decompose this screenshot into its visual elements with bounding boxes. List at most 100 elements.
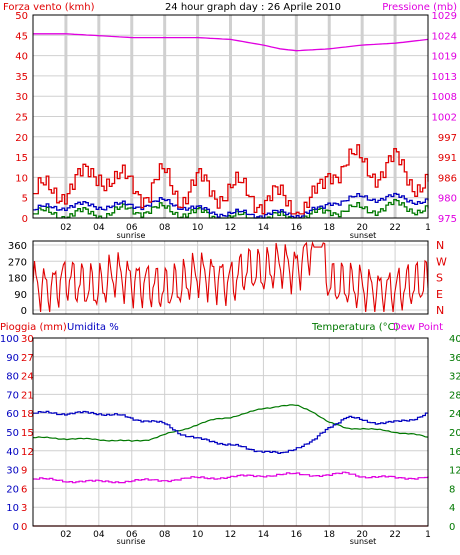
pressure-tick: 1013 xyxy=(432,72,457,83)
top-hour-tick: 14 xyxy=(258,223,270,233)
rain-tick: 15 xyxy=(21,428,34,439)
temp-tick: 16 xyxy=(449,447,460,458)
temp-axis-title: Temperatura (°C) xyxy=(311,322,399,333)
temp-tick: 12 xyxy=(449,466,460,477)
humidity-tick: 60 xyxy=(6,409,19,420)
direction-compass-tick: E xyxy=(436,288,443,301)
temp-tick: 28 xyxy=(449,390,460,401)
wind-tick: 10 xyxy=(15,173,28,184)
pressure-tick: 986 xyxy=(438,173,457,184)
pressure-tick: 1002 xyxy=(432,113,457,124)
rain-tick: 0 xyxy=(21,522,27,533)
humidity-axis-title: Umidita % xyxy=(67,322,119,333)
wind-axis-title: Forza vento (kmh) xyxy=(3,2,95,13)
humidity-tick: 0 xyxy=(13,522,19,533)
top-plot-frame xyxy=(32,14,429,219)
wind-tick: 40 xyxy=(15,52,28,63)
rain-tick: 9 xyxy=(21,466,27,477)
humidity-tick: 50 xyxy=(6,428,19,439)
top-hour-tick: 02 xyxy=(60,223,71,233)
temp-tick: 40 xyxy=(449,334,460,345)
wind-tick: 45 xyxy=(15,31,28,42)
bottom-hour-tick: 20 xyxy=(356,530,368,540)
wind-gust-line xyxy=(33,144,429,215)
rain-tick: 18 xyxy=(21,409,34,420)
bottom-gridlines xyxy=(33,338,428,526)
direction-compass-tick: N xyxy=(436,239,444,252)
humidity-tick: 70 xyxy=(6,390,19,401)
pressure-axis-title: Pressione (mb) xyxy=(382,2,457,13)
direction-degree-labels: 360 270 180 90 0 xyxy=(8,241,27,317)
bottom-hour-tick: 06 xyxy=(126,530,138,540)
wind-tick: 30 xyxy=(15,92,28,103)
top-hour-tick: 10 xyxy=(192,223,204,233)
pressure-tick: 975 xyxy=(438,214,457,225)
temp-tick: 36 xyxy=(449,353,460,364)
bottom-plot-frame xyxy=(32,337,429,527)
direction-degree-tick: 0 xyxy=(21,306,27,317)
wind-tick: 15 xyxy=(15,153,28,164)
bottom-hour-tick: 10 xyxy=(192,530,204,540)
top-gridlines xyxy=(33,15,428,218)
top-sunrise-label: sunrise xyxy=(117,231,146,240)
humidity-line xyxy=(33,410,429,454)
top-hour-tick: 16 xyxy=(291,223,303,233)
bottom-hour-tick: 04 xyxy=(93,530,105,540)
temp-tick: 24 xyxy=(449,409,460,420)
humidity-tick: 90 xyxy=(6,353,19,364)
pressure-line xyxy=(33,33,429,52)
mid-plot-frame xyxy=(32,240,429,315)
top-hour-tick: 06 xyxy=(126,223,138,233)
temp-humidity-panel: Pioggia (mm) Umidita % Temperatura (°C) … xyxy=(0,322,460,546)
pressure-tick: 991 xyxy=(438,153,457,164)
wind-pressure-panel: Forza vento (kmh) 24 hour graph day : 26… xyxy=(3,2,457,240)
top-sunset-label: sunset xyxy=(350,231,377,240)
humidity-tick: 100 xyxy=(0,334,19,345)
rain-tick: 27 xyxy=(21,353,34,364)
top-hour-tick: 04 xyxy=(93,223,105,233)
rain-tick: 3 xyxy=(21,503,27,514)
direction-compass-tick: S xyxy=(436,272,443,285)
wind-tick: 5 xyxy=(22,194,28,205)
temp-tick: 8 xyxy=(449,484,455,495)
top-hour-tick-end: 1 xyxy=(425,223,431,233)
rain-tick: 21 xyxy=(21,390,34,401)
top-hour-tick: 18 xyxy=(324,223,336,233)
top-hour-tick: 22 xyxy=(389,223,400,233)
bottom-hour-tick: 18 xyxy=(324,530,336,540)
direction-line xyxy=(32,241,429,313)
bottom-sunrise-label: sunrise xyxy=(117,537,146,546)
bottom-hour-tick-end: 1 xyxy=(425,530,431,540)
bottom-sunset-label: sunset xyxy=(350,537,377,546)
bottom-hour-tick: 12 xyxy=(225,530,236,540)
wind-tick: 20 xyxy=(15,133,28,144)
wind-tick: 25 xyxy=(15,113,28,124)
pressure-tick: 1019 xyxy=(432,52,457,63)
temp-tick: 0 xyxy=(449,522,455,533)
wind-tick: 35 xyxy=(15,72,28,83)
bottom-hour-tick: 14 xyxy=(258,530,270,540)
top-hour-tick: 08 xyxy=(159,223,171,233)
chart-title: 24 hour graph day : 26 Aprile 2010 xyxy=(165,2,341,13)
temp-tick: 4 xyxy=(449,503,455,514)
pressure-tick: 1029 xyxy=(432,11,457,22)
humidity-tick: 20 xyxy=(6,484,19,495)
rain-axis-title: Pioggia (mm) xyxy=(0,322,67,333)
humidity-tick: 80 xyxy=(6,372,19,383)
bottom-hour-tick-labels: 02 04 06 08 10 12 14 16 18 20 22 1 xyxy=(60,530,431,540)
top-hour-tick: 12 xyxy=(225,223,236,233)
rain-tick: 24 xyxy=(21,372,34,383)
temperature-line xyxy=(32,404,429,442)
bottom-hour-tick: 16 xyxy=(291,530,303,540)
dewpoint-line xyxy=(33,471,429,484)
direction-degree-tick: 270 xyxy=(8,257,27,268)
rain-tick: 6 xyxy=(21,484,27,495)
temp-tick: 32 xyxy=(449,372,460,383)
rain-tick: 12 xyxy=(21,447,34,458)
pressure-tick: 1008 xyxy=(432,92,457,103)
bottom-hour-tick: 08 xyxy=(159,530,171,540)
